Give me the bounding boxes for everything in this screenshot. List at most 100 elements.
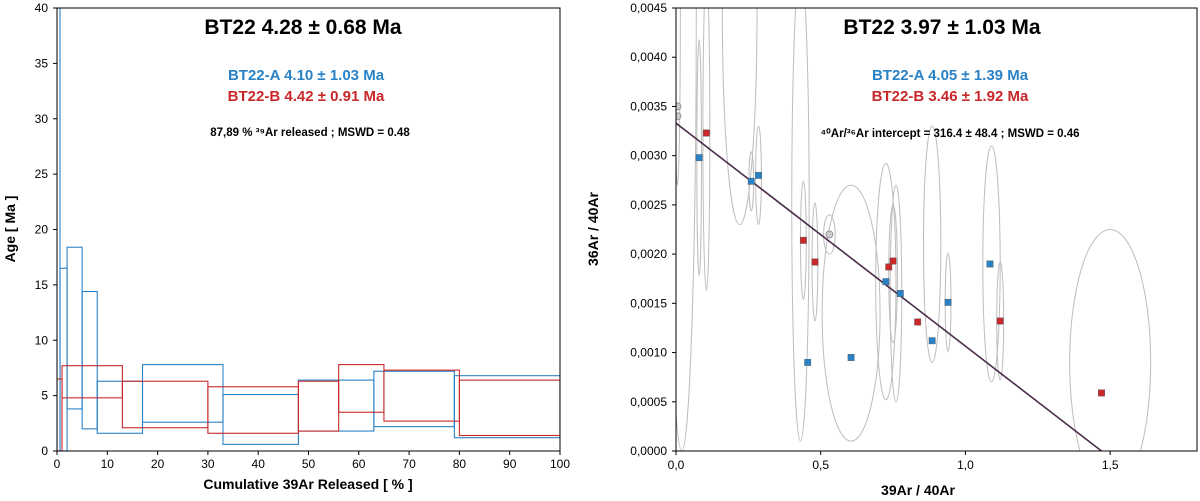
step-box-bt22-a-4 bbox=[96, 380, 144, 434]
x-tick-label-left: 40 bbox=[252, 457, 266, 471]
data-point-bt22-b bbox=[702, 129, 710, 137]
y-tick-label-right: 0,0035 bbox=[630, 99, 667, 113]
x-tick-label-left: 30 bbox=[201, 457, 215, 471]
step-box-bt22-a-2 bbox=[66, 246, 83, 410]
x-axis-label-right: 39Ar / 40Ar bbox=[881, 482, 955, 498]
step-box-bt22-a-0 bbox=[57, 8, 61, 451]
error-ellipse bbox=[982, 145, 1001, 383]
y-tick-label-left: 15 bbox=[35, 278, 49, 292]
error-ellipse bbox=[875, 163, 897, 401]
error-ellipse bbox=[1069, 229, 1152, 451]
y-tick-label-left: 5 bbox=[41, 389, 48, 403]
step-box-bt22-b-7 bbox=[458, 379, 560, 437]
excluded-point bbox=[676, 112, 682, 121]
data-point-bt22-a bbox=[986, 260, 994, 268]
data-point-bt22-a bbox=[695, 154, 703, 162]
data-point-bt22-b bbox=[885, 263, 893, 271]
isochron-panel: 0,0 0,5 1,0 1,5 0,0000 0,0005 0,0010 0,0015 0,00… bbox=[585, 1, 1198, 498]
error-ellipse bbox=[721, 8, 758, 226]
step-box-bt22-a-9 bbox=[453, 375, 560, 439]
data-point-bt22-a bbox=[847, 354, 855, 361]
chart-title-left: BT22 4.28 ± 0.68 Ma bbox=[204, 16, 401, 39]
data-point-bt22-a bbox=[882, 278, 890, 286]
step-box-bt22-b-4 bbox=[297, 380, 340, 432]
right-axis-ticks: 0,0 0,5 1,0 1,5 0,0000 0,0005 0,0010 0,0015 0,00… bbox=[630, 1, 1119, 472]
data-point-bt22-b bbox=[914, 318, 922, 326]
step-box-bt22-b-6 bbox=[383, 369, 460, 422]
y-axis-label-right: 36Ar / 40Ar bbox=[585, 191, 601, 265]
y-tick-label-right: 0,0005 bbox=[630, 395, 667, 409]
y-tick-label-right: 0,0015 bbox=[630, 296, 667, 310]
y-tick-label-left: 20 bbox=[35, 223, 49, 237]
error-ellipse bbox=[823, 214, 836, 255]
step-box-bt22-a-7 bbox=[297, 379, 375, 432]
x-tick-label-left: 50 bbox=[302, 457, 316, 471]
y-tick-label-right: 0,0010 bbox=[630, 346, 667, 360]
y-tick-label-left: 30 bbox=[35, 112, 49, 126]
x-tick-label-left: 20 bbox=[151, 457, 165, 471]
error-ellipse bbox=[821, 184, 881, 442]
data-point-bt22-a bbox=[896, 290, 904, 297]
x-tick-label-left: 80 bbox=[453, 457, 467, 471]
y-tick-label-left: 10 bbox=[35, 333, 49, 347]
left-axis-ticks: 0 10 20 30 40 50 60 70 80 90 100 0 5 10 15 20 25 30 35 40 bbox=[35, 1, 571, 471]
subtitle-a-right: BT22-A 4.05 ± 1.39 Ma bbox=[872, 67, 1029, 84]
error-ellipse bbox=[996, 261, 1005, 381]
data-point-bt22-a bbox=[928, 337, 936, 345]
age-spectrum-panel: 0 10 20 30 40 50 60 70 80 90 100 0 5 10 15 20 25 30 35 40 B… bbox=[2, 1, 570, 492]
data-point-bt22-b bbox=[811, 258, 819, 266]
y-tick-label-left: 25 bbox=[35, 167, 49, 181]
x-tick-label-right: 1,5 bbox=[1102, 458, 1119, 472]
x-axis-label-left: Cumulative 39Ar Released [ % ] bbox=[203, 476, 412, 492]
step-box-bt22-b-0 bbox=[57, 378, 63, 451]
step-box-bt22-b-2 bbox=[121, 380, 209, 429]
note-left: 87,89 % ³⁹Ar released ; MSWD = 0.48 bbox=[210, 127, 410, 139]
y-tick-label-right: 0,0040 bbox=[630, 50, 667, 64]
x-tick-label-left: 100 bbox=[550, 457, 570, 471]
note-right: ⁴⁰Ar/³⁶Ar intercept = 316.4 ± 48.4 ; MSW… bbox=[820, 127, 1079, 140]
subtitle-b-right: BT22-B 3.46 ± 1.92 Ma bbox=[872, 88, 1029, 105]
chart-title-right: BT22 3.97 ± 1.03 Ma bbox=[843, 16, 1040, 39]
plot-frame-right bbox=[675, 7, 1198, 452]
subtitle-a-left: BT22-A 4.10 ± 1.03 Ma bbox=[228, 67, 385, 84]
x-tick-label-left: 0 bbox=[54, 457, 61, 471]
y-tick-label-right: 0,0000 bbox=[630, 444, 667, 458]
step-box-bt22-a-8 bbox=[373, 370, 455, 428]
data-point-bt22-a bbox=[747, 177, 755, 185]
x-tick-label-left: 70 bbox=[402, 457, 416, 471]
y-tick-label-left: 35 bbox=[35, 56, 49, 70]
data-point-bt22-b bbox=[996, 317, 1004, 325]
step-box-bt22-a-3 bbox=[81, 290, 98, 430]
excluded-point bbox=[676, 102, 682, 111]
data-point-bt22-a bbox=[944, 298, 952, 306]
x-tick-label-left: 60 bbox=[352, 457, 366, 471]
x-tick-label-right: 1,0 bbox=[957, 458, 974, 472]
error-ellipse bbox=[922, 125, 942, 363]
y-tick-label-right: 0,0025 bbox=[630, 198, 667, 212]
y-tick-label-left: 0 bbox=[41, 444, 48, 458]
y-axis-label-left: Age [ Ma ] bbox=[2, 196, 18, 263]
step-box-bt22-a-1 bbox=[59, 267, 68, 451]
data-point-bt22-b bbox=[799, 236, 807, 244]
x-tick-label-right: 0,0 bbox=[668, 458, 685, 472]
isochron-line bbox=[676, 122, 1102, 451]
error-ellipse bbox=[676, 8, 681, 186]
step-box-bt22-a-5 bbox=[141, 364, 224, 423]
error-ellipse bbox=[791, 8, 810, 442]
step-box-bt22-b-3 bbox=[207, 386, 299, 434]
data-point-bt22-a bbox=[755, 171, 762, 179]
step-box-bt22-b-1 bbox=[61, 365, 123, 399]
y-tick-label-left: 40 bbox=[35, 1, 49, 15]
error-ellipse bbox=[676, 8, 697, 451]
step-box-bt22-a-6 bbox=[222, 393, 299, 445]
x-tick-label-left: 90 bbox=[503, 457, 517, 471]
x-tick-label-left: 10 bbox=[101, 457, 115, 471]
excluded-point bbox=[825, 230, 834, 239]
data-point-bt22-b bbox=[1098, 389, 1105, 397]
y-tick-label-right: 0,0045 bbox=[630, 1, 667, 15]
error-ellipse bbox=[702, 8, 711, 291]
data-point-bt22-a bbox=[804, 359, 812, 366]
y-tick-label-right: 0,0020 bbox=[630, 247, 667, 261]
data-point-bt22-b bbox=[889, 257, 897, 265]
